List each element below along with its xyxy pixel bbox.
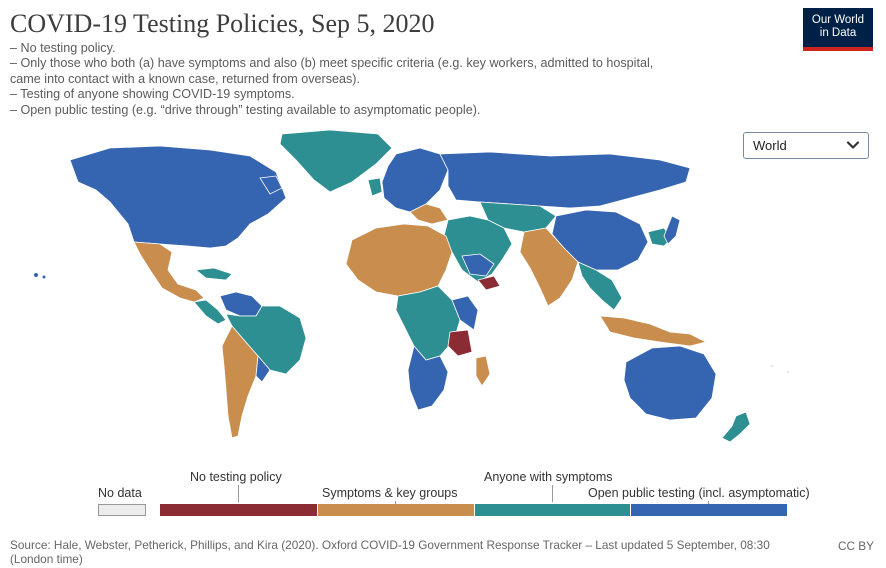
- legend-tick: [708, 501, 709, 504]
- legend-label-anyone-with-symptoms: Anyone with symptoms: [484, 470, 613, 484]
- map-region-japan[interactable]: [663, 215, 681, 245]
- chart-subtitle: – No testing policy. – Only those who bo…: [10, 41, 740, 118]
- chart-title: COVID-19 Testing Policies, Sep 5, 2020: [10, 9, 435, 38]
- world-map: [34, 129, 790, 443]
- logo-line: in Data: [819, 27, 857, 39]
- legend-tick: [552, 485, 553, 502]
- map-region-south-asia[interactable]: [519, 227, 579, 307]
- map-region-south-america-south[interactable]: [221, 325, 271, 439]
- map-region-africa-north-west[interactable]: [345, 223, 453, 297]
- map-region-north-america-open[interactable]: [69, 145, 287, 249]
- source-note: Source: Hale, Webster, Petherick, Philli…: [10, 538, 770, 566]
- legend-swatch-open-public-testing[interactable]: [631, 504, 787, 516]
- map-region-central-america[interactable]: [193, 267, 233, 325]
- map-region-southeast-asia[interactable]: [577, 261, 708, 347]
- logo-accent-bar: [803, 47, 873, 51]
- legend-label-no-testing: No testing policy: [190, 470, 282, 484]
- chevron-down-icon: [846, 141, 860, 149]
- map-region-europe[interactable]: [367, 147, 449, 225]
- region-select[interactable]: World: [743, 132, 869, 159]
- map-region-greenland[interactable]: [279, 129, 393, 193]
- legend-swatch-anyone-with-symptoms[interactable]: [475, 504, 630, 516]
- subtitle-line: – Testing of anyone showing COVID-19 sym…: [10, 87, 295, 102]
- map-legend: No data No testing policy Symptoms & key…: [0, 466, 886, 526]
- legend-swatch-no-testing[interactable]: [160, 504, 317, 516]
- subtitle-line: – Open public testing (e.g. “drive throu…: [10, 102, 481, 117]
- map-region-mexico[interactable]: [133, 241, 205, 303]
- legend-label-symptoms-key-groups: Symptoms & key groups: [322, 486, 458, 500]
- map-region-no-data-islands: [34, 273, 790, 374]
- legend-swatch-symptoms-key-groups[interactable]: [318, 504, 474, 516]
- logo-line: Our World: [811, 14, 865, 26]
- owid-logo[interactable]: Our World in Data: [803, 8, 873, 51]
- legend-tick: [238, 485, 239, 502]
- map-region-australia[interactable]: [623, 345, 717, 421]
- legend-label-open-public-testing: Open public testing (incl. asymptomatic): [588, 486, 810, 500]
- region-select-value: World: [753, 138, 787, 153]
- map-region-africa-central[interactable]: [395, 285, 479, 361]
- legend-no-data-swatch[interactable]: [98, 504, 146, 516]
- map-region-new-zealand[interactable]: [721, 411, 751, 443]
- map-region-africa-south[interactable]: [407, 345, 491, 411]
- legend-no-data-label: No data: [98, 486, 142, 500]
- subtitle-line: – No testing policy.: [10, 41, 116, 55]
- subtitle-line: came into contact with a known case, ret…: [10, 71, 360, 86]
- map-region-russia[interactable]: [439, 151, 691, 209]
- license-link[interactable]: CC BY: [837, 539, 874, 553]
- legend-tick: [395, 501, 396, 504]
- map-region-middle-east[interactable]: [443, 215, 513, 291]
- subtitle-line: – Only those who both (a) have symptoms …: [10, 56, 654, 71]
